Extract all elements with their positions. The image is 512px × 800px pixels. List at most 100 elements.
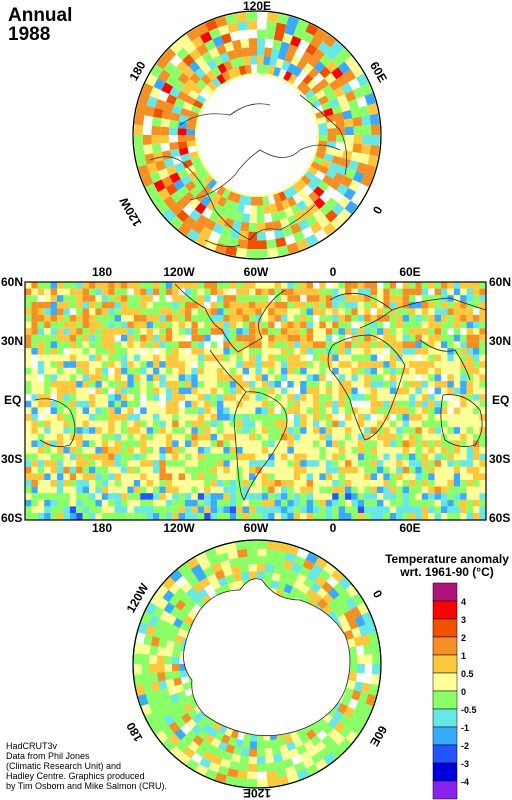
polar-anomaly-cell	[356, 183, 369, 197]
polar-anomaly-cell	[163, 714, 175, 726]
world-anomaly-cell	[69, 473, 77, 480]
world-anomaly-cell	[421, 453, 429, 461]
polar-anomaly-cell	[293, 555, 306, 567]
polar-anomaly-cell	[369, 145, 380, 157]
world-anomaly-cell	[389, 301, 397, 309]
polar-anomaly-cell	[168, 582, 181, 595]
world-anomaly-cell	[242, 328, 249, 335]
world-anomaly-cell	[415, 513, 422, 520]
polar-anomaly-cell	[257, 748, 266, 757]
polar-anomaly-cell	[143, 634, 153, 646]
world-anomaly-cell	[165, 348, 173, 355]
world-anomaly-cell	[428, 506, 435, 513]
polar-anomaly-cell	[195, 764, 209, 776]
world-anomaly-cell	[364, 466, 371, 474]
world-anomaly-cell	[229, 460, 237, 467]
polar-anomaly-cell	[282, 226, 294, 237]
world-anomaly-cell	[191, 387, 198, 395]
world-anomaly-cell	[441, 493, 448, 500]
world-anomaly-cell	[402, 513, 409, 520]
world-anomaly-cell	[25, 387, 32, 395]
world-anomaly-cell	[338, 374, 345, 381]
world-anomaly-cell	[133, 414, 141, 421]
polar-anomaly-cell	[145, 712, 157, 726]
world-anomaly-cell	[69, 361, 77, 368]
world-anomaly-cell	[101, 493, 109, 500]
polar-anomaly-cell	[361, 703, 373, 716]
world-anomaly-cell	[191, 367, 198, 375]
world-anomaly-cell	[57, 348, 64, 355]
polar-anomaly-cell	[164, 664, 173, 673]
world-anomaly-cell	[447, 315, 454, 322]
world-anomaly-cell	[172, 400, 179, 408]
world-anomaly-cell	[383, 381, 390, 388]
world-anomaly-cell	[178, 387, 185, 395]
polar-anomaly-cell	[353, 125, 363, 135]
world-anomaly-cell	[268, 282, 275, 289]
world-anomaly-cell	[217, 341, 224, 348]
world-anomaly-cell	[428, 513, 435, 520]
world-anomaly-cell	[185, 499, 192, 507]
world-anomaly-cell	[402, 374, 409, 381]
world-anomaly-cell	[236, 493, 243, 500]
world-anomaly-cell	[332, 361, 339, 368]
world-anomaly-cell	[25, 348, 32, 355]
world-anomaly-cell	[274, 282, 281, 289]
world-anomaly-cell	[191, 328, 198, 335]
world-anomaly-cell	[415, 348, 422, 355]
world-anomaly-cell	[466, 354, 473, 362]
polar-anomaly-cell	[364, 653, 373, 664]
world-anomaly-cell	[82, 387, 89, 395]
world-anomaly-cell	[50, 348, 57, 355]
world-anomaly-cell	[415, 381, 422, 388]
world-anomaly-cell	[82, 414, 89, 421]
polar-anomaly-cell	[307, 202, 320, 215]
world-anomaly-cell	[57, 361, 64, 368]
world-anomaly-cell	[479, 334, 486, 342]
polar-anomaly-cell	[169, 141, 179, 151]
world-anomaly-cell	[306, 282, 313, 289]
world-anomaly-cell	[434, 354, 441, 362]
world-anomaly-cell	[172, 374, 179, 381]
world-anomaly-cell	[44, 308, 51, 315]
world-anomaly-cell	[293, 420, 301, 428]
polar-anomaly-cell	[178, 147, 189, 156]
world-anomaly-cell	[300, 367, 307, 375]
world-anomaly-cell	[460, 460, 467, 467]
world-anomaly-cell	[287, 367, 294, 375]
world-anomaly-cell	[370, 473, 377, 480]
world-anomaly-cell	[217, 407, 224, 414]
world-anomaly-cell	[434, 367, 441, 375]
world-anomaly-cell	[197, 414, 205, 421]
world-anomaly-cell	[300, 513, 307, 520]
world-anomaly-cell	[165, 361, 173, 368]
world-anomaly-cell	[223, 433, 230, 441]
polar-anomaly-cell	[257, 563, 266, 572]
world-anomaly-cell	[300, 506, 307, 513]
world-anomaly-cell	[57, 400, 64, 408]
world-anomaly-cell	[127, 301, 134, 309]
polar-anomaly-cell	[301, 207, 313, 219]
world-anomaly-cell	[415, 308, 422, 315]
polar-anomaly-cell	[345, 730, 358, 744]
world-anomaly-cell	[466, 506, 473, 513]
world-anomaly-cell	[178, 420, 185, 428]
polar-anomaly-cell	[305, 214, 318, 227]
world-anomaly-cell	[217, 374, 224, 381]
world-anomaly-cell	[108, 414, 115, 421]
world-anomaly-cell	[447, 447, 454, 454]
polar-anomaly-cell	[270, 48, 280, 59]
world-anomaly-cell	[242, 407, 249, 414]
world-anomaly-cell	[428, 460, 435, 467]
world-anomaly-cell	[37, 420, 45, 428]
world-anomaly-cell	[434, 407, 441, 414]
polar-anomaly-cell	[229, 31, 241, 42]
world-anomaly-cell	[140, 394, 147, 401]
polar-anomaly-cell	[157, 90, 170, 102]
polar-anomaly-cell	[352, 86, 365, 99]
world-anomaly-cell	[319, 499, 326, 507]
world-anomaly-cell	[210, 480, 217, 487]
world-anomaly-cell	[57, 381, 64, 388]
world-anomaly-cell	[293, 315, 301, 322]
world-anomaly-cell	[473, 367, 480, 375]
